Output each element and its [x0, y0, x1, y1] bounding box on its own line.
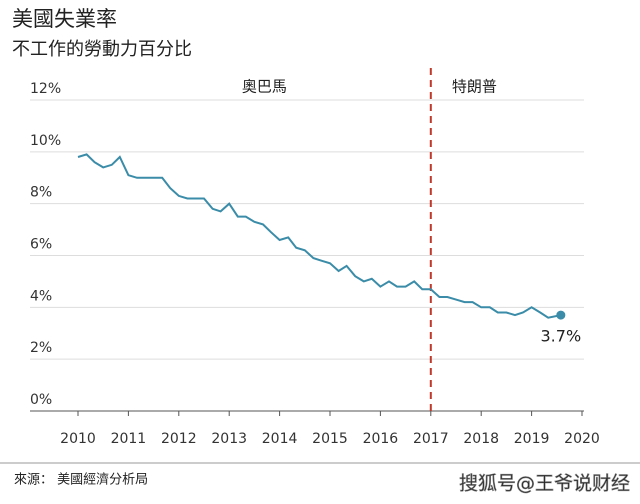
y-tick-label: 2% — [30, 340, 52, 356]
y-tick-label: 10% — [30, 133, 61, 149]
line-series — [77, 153, 562, 319]
x-tick-label: 2020 — [564, 431, 600, 447]
y-tick-label: 6% — [30, 237, 52, 253]
x-tick-label: 2010 — [60, 431, 96, 447]
end-point — [556, 310, 566, 320]
x-tick-label: 2016 — [363, 431, 399, 447]
chart-subtitle: 不工作的勞動力百分比 — [12, 39, 192, 60]
x-tick-label: 2018 — [463, 431, 499, 447]
x-tick-label: 2011 — [111, 431, 147, 447]
source: 來源： 美國經濟分析局 — [14, 472, 148, 488]
y-tick-label: 8% — [30, 185, 52, 201]
end-label: 3.7% — [541, 327, 582, 346]
y-tick-label: 4% — [30, 288, 52, 304]
x-tick-label: 2013 — [211, 431, 247, 447]
y-tick-label: 12% — [30, 81, 61, 97]
x-tick-label: 2017 — [413, 431, 449, 447]
x-tick-label: 2015 — [312, 431, 348, 447]
watermark: 搜狐号@王爷说财经 — [459, 473, 630, 495]
annotation: 特朗普 — [452, 78, 497, 96]
x-tick-label: 2014 — [262, 431, 298, 447]
x-tick-label: 2019 — [514, 431, 550, 447]
x-tick-label: 2012 — [161, 431, 197, 447]
annotation: 奧巴馬 — [242, 78, 287, 96]
y-tick-label: 0% — [30, 392, 52, 408]
chart-title: 美國失業率 — [12, 7, 117, 31]
